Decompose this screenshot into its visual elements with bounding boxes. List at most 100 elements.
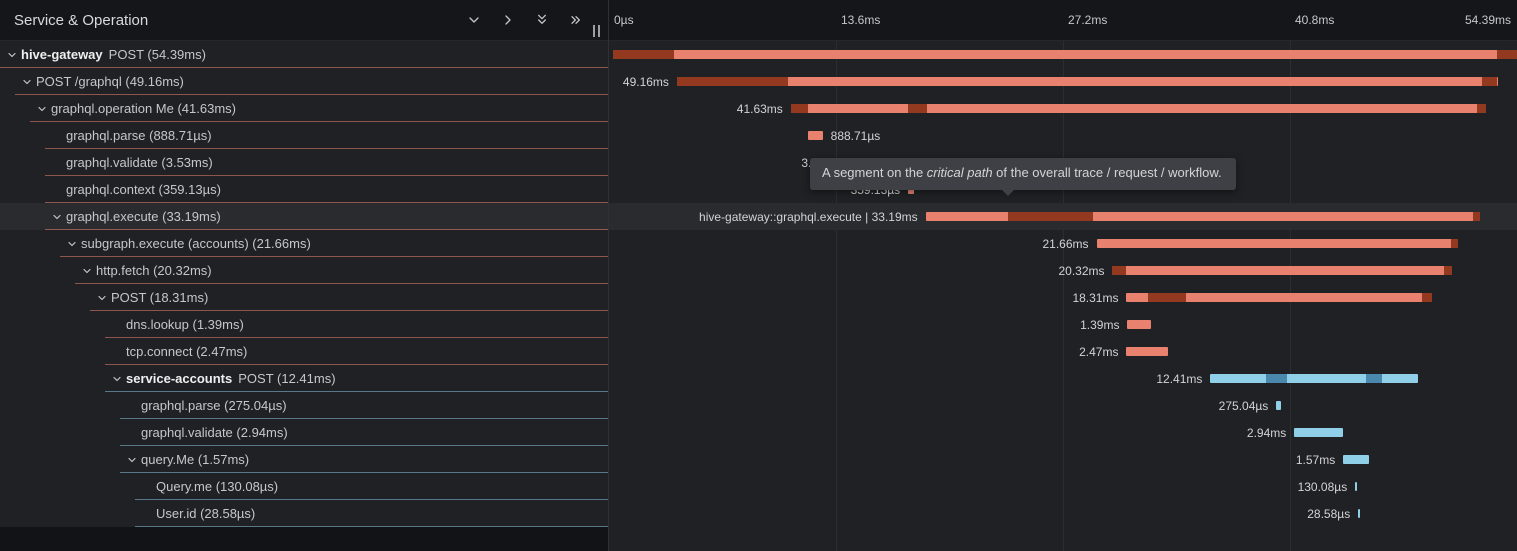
chevron-down-icon[interactable] (111, 373, 126, 385)
span-duration-label: 1.39ms (1080, 318, 1120, 332)
span-timeline-row[interactable]: 1.39ms (609, 311, 1517, 338)
span-duration-label: 28.58µs (1307, 507, 1351, 521)
chevron-down-icon[interactable] (96, 292, 111, 304)
span-tree-row[interactable]: graphql.execute (33.19ms) (0, 203, 608, 230)
span-operation-name: User.id (28.58µs) (156, 506, 256, 521)
chevron-down-icon[interactable] (66, 238, 81, 250)
span-timeline-row[interactable] (609, 41, 1517, 68)
span-tree-row[interactable]: service-accounts POST (12.41ms) (0, 365, 608, 392)
span-timeline-row[interactable]: 1.57ms (609, 446, 1517, 473)
critical-path-segment (1366, 374, 1383, 383)
span-bar[interactable] (1112, 266, 1452, 275)
span-timeline-row[interactable]: 130.08µs (609, 473, 1517, 500)
span-tree: hive-gateway POST (54.39ms) POST /graphql … (0, 41, 608, 527)
span-bar[interactable] (1294, 428, 1344, 437)
span-tree-row[interactable]: hive-gateway POST (54.39ms) (0, 41, 608, 68)
span-bar[interactable] (1276, 401, 1281, 410)
span-tree-row[interactable]: Query.me (130.08µs) (0, 473, 608, 500)
span-operation-name: POST (12.41ms) (238, 371, 336, 386)
span-operation-name: graphql.validate (2.94ms) (141, 425, 288, 440)
chevron-down-icon[interactable] (465, 12, 482, 29)
chevron-down-icon[interactable] (51, 211, 66, 223)
span-bar[interactable] (807, 131, 823, 140)
span-tree-row[interactable]: User.id (28.58µs) (0, 500, 608, 527)
span-tree-row[interactable]: graphql.context (359.13µs) (0, 176, 608, 203)
span-tree-row[interactable]: subgraph.execute (accounts) (21.66ms) (0, 230, 608, 257)
critical-path-segment (1266, 374, 1288, 383)
span-tree-row[interactable]: graphql.parse (888.71µs) (0, 122, 608, 149)
span-tree-row[interactable]: graphql.parse (275.04µs) (0, 392, 608, 419)
span-timeline-row[interactable]: 888.71µs (609, 122, 1517, 149)
tooltip-text-pre: A segment on the (822, 165, 927, 180)
indent-spacer (111, 346, 126, 358)
span-bar[interactable] (1355, 482, 1358, 491)
grid-line (1063, 0, 1064, 551)
double-chevron-down-icon[interactable] (533, 12, 550, 29)
span-timeline-row[interactable]: hive-gateway::graphql.execute | 33.19ms (609, 203, 1517, 230)
tree-toolbar (465, 12, 584, 29)
critical-path-segment (1473, 212, 1480, 221)
span-tree-row[interactable]: graphql.validate (3.53ms) (0, 149, 608, 176)
tooltip-text-emphasis: critical path (926, 165, 993, 180)
span-timeline-row[interactable]: 275.04µs (609, 392, 1517, 419)
chevron-down-icon[interactable] (6, 49, 21, 61)
span-bar[interactable] (1343, 455, 1370, 464)
span-tree-row[interactable]: tcp.connect (2.47ms) (0, 338, 608, 365)
span-tree-row[interactable]: POST (18.31ms) (0, 284, 608, 311)
span-tree-row[interactable]: graphql.operation Me (41.63ms) (0, 95, 608, 122)
critical-path-segment (1477, 104, 1486, 113)
span-duration-label: 41.63ms (736, 102, 783, 116)
span-operation-name: graphql.parse (888.71µs) (66, 128, 212, 143)
panel-resize-handle[interactable] (593, 25, 600, 37)
span-bar[interactable] (1096, 239, 1459, 248)
span-bar[interactable] (612, 50, 1517, 59)
span-operation-name: query.Me (1.57ms) (141, 452, 250, 467)
critical-path-segment (1148, 293, 1187, 302)
span-timeline-row[interactable]: 18.31ms (609, 284, 1517, 311)
span-tree-row[interactable]: dns.lookup (1.39ms) (0, 311, 608, 338)
span-bar[interactable] (1210, 374, 1418, 383)
span-bar[interactable] (676, 77, 1498, 86)
span-duration-label: 20.32ms (1058, 264, 1105, 278)
indent-spacer (51, 157, 66, 169)
timeline-tick-label: 0µs (614, 13, 634, 27)
chevron-down-icon[interactable] (36, 103, 51, 115)
span-timeline-row[interactable]: 28.58µs (609, 500, 1517, 527)
span-bar[interactable] (925, 212, 1480, 221)
span-duration-label: 2.94ms (1246, 426, 1287, 440)
indent-spacer (111, 319, 126, 331)
span-tree-row[interactable]: graphql.validate (2.94ms) (0, 419, 608, 446)
span-bar[interactable] (1126, 293, 1433, 302)
double-chevron-right-icon[interactable] (567, 12, 584, 29)
span-tree-row[interactable]: POST /graphql (49.16ms) (0, 68, 608, 95)
tooltip-arrow (1002, 190, 1014, 196)
span-tree-row[interactable]: http.fetch (20.32ms) (0, 257, 608, 284)
span-operation-name: POST (54.39ms) (108, 47, 206, 62)
span-timeline-row[interactable]: 41.63ms (609, 95, 1517, 122)
chevron-down-icon[interactable] (81, 265, 96, 277)
critical-path-segment (1112, 266, 1127, 275)
span-timeline-row[interactable]: 49.16ms (609, 68, 1517, 95)
chevron-right-icon[interactable] (499, 12, 516, 29)
span-duration-label: 275.04µs (1218, 399, 1269, 413)
span-bar[interactable] (1127, 320, 1151, 329)
span-operation-name: dns.lookup (1.39ms) (126, 317, 244, 332)
span-timeline-row[interactable]: 12.41ms (609, 365, 1517, 392)
critical-path-segment (612, 50, 675, 59)
span-tree-row[interactable]: query.Me (1.57ms) (0, 446, 608, 473)
span-timeline-row[interactable]: 20.32ms (609, 257, 1517, 284)
indent-spacer (141, 481, 156, 493)
span-bar[interactable] (1358, 509, 1361, 518)
critical-path-segment (1451, 239, 1459, 248)
span-duration-label: 888.71µs (830, 129, 881, 143)
critical-path-segment (1444, 266, 1452, 275)
span-timeline-row[interactable]: 21.66ms (609, 230, 1517, 257)
span-timeline-row[interactable]: 2.47ms (609, 338, 1517, 365)
chevron-down-icon[interactable] (21, 76, 36, 88)
span-bar[interactable] (1126, 347, 1168, 356)
span-duration-label: 130.08µs (1297, 480, 1348, 494)
critical-path-segment (676, 77, 788, 86)
span-timeline-row[interactable]: 2.94ms (609, 419, 1517, 446)
chevron-down-icon[interactable] (126, 454, 141, 466)
span-bar[interactable] (790, 104, 1486, 113)
